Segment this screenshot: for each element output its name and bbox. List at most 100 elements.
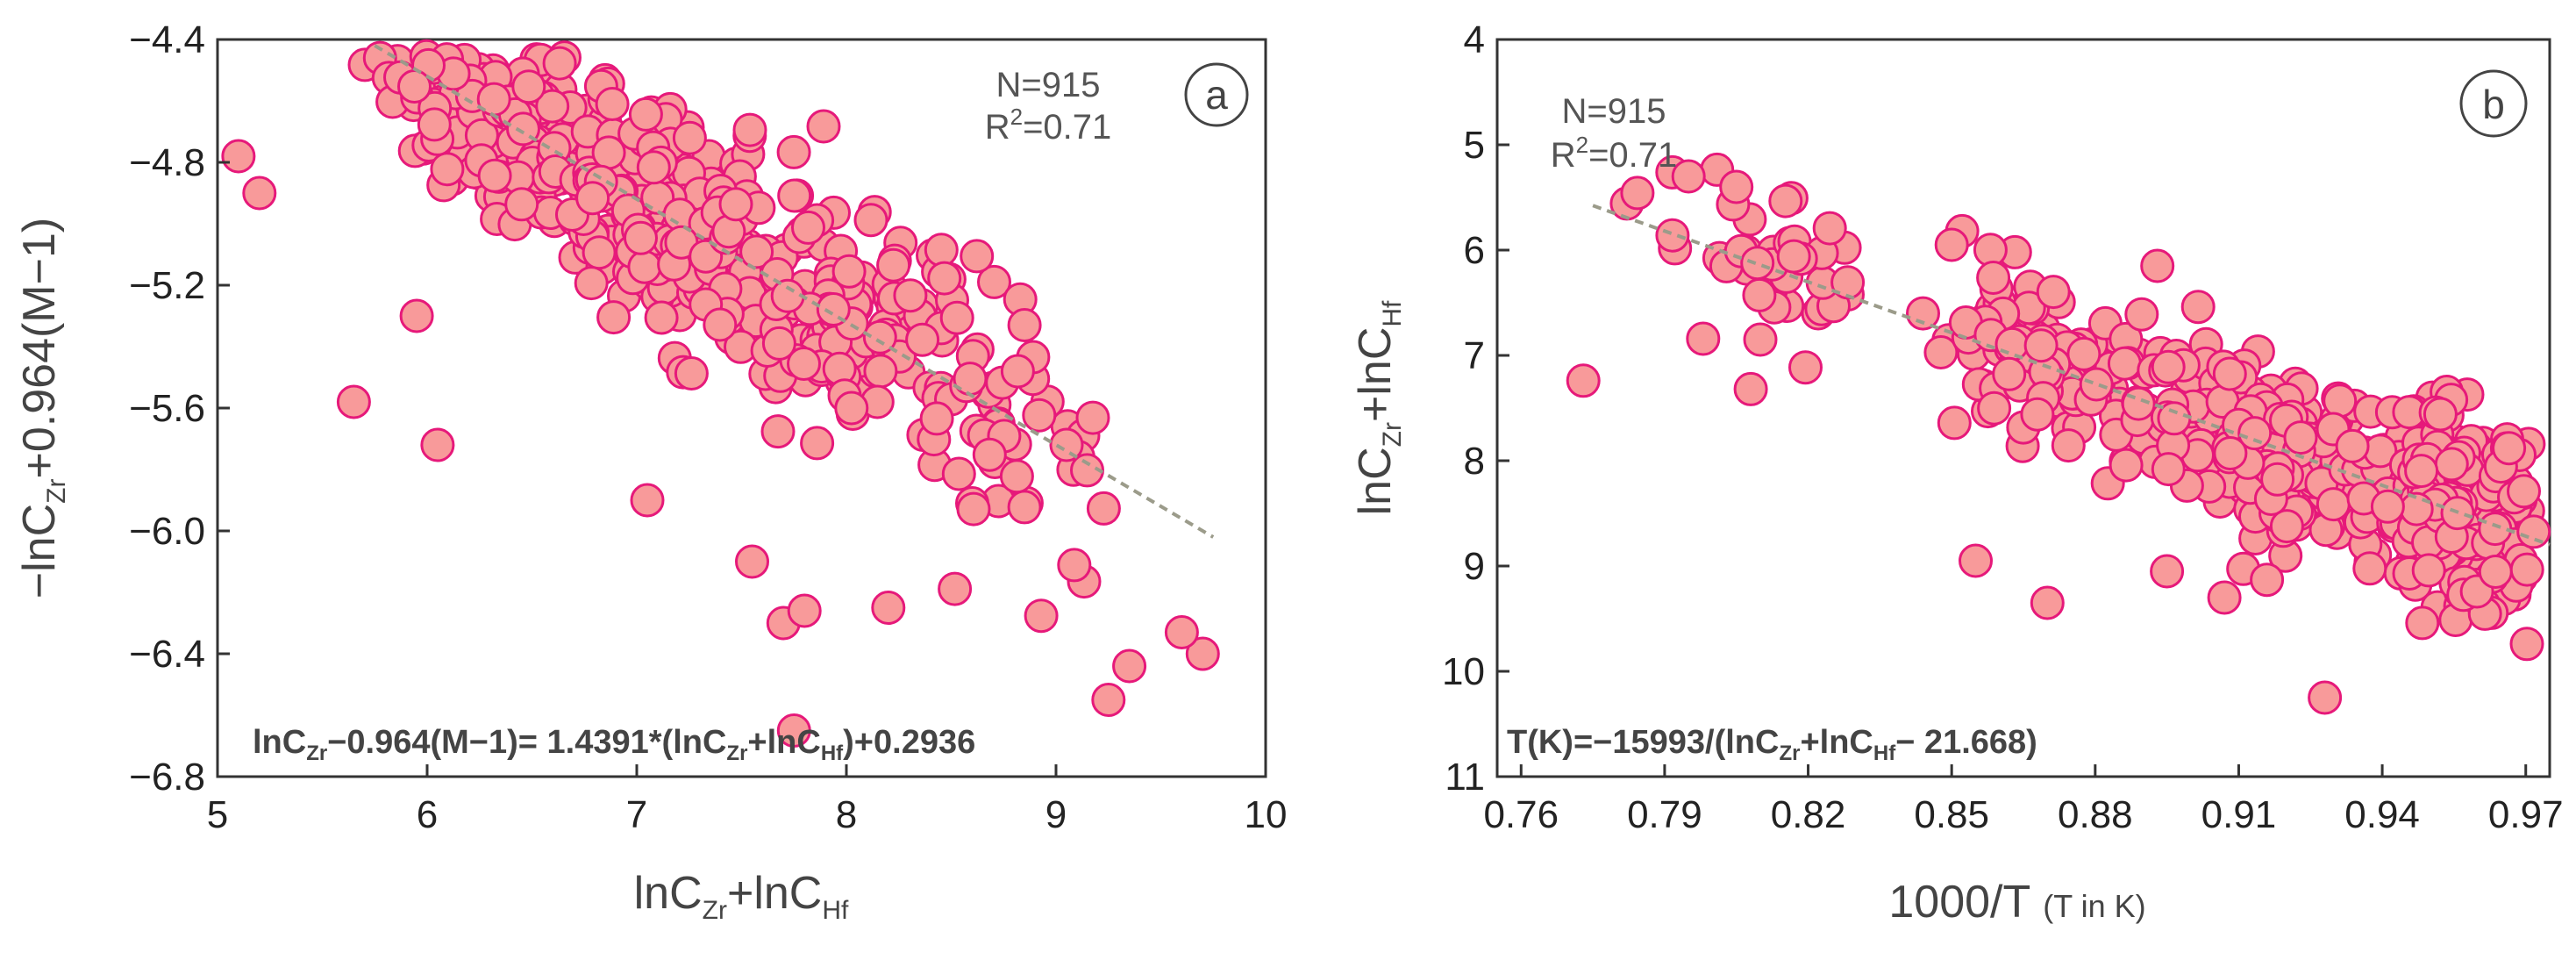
data-point	[2492, 431, 2527, 466]
y-tick-label: −4.4	[129, 18, 205, 61]
y-tick-label: 8	[1464, 440, 1485, 483]
data-point	[2323, 383, 2358, 419]
data-point	[776, 134, 811, 169]
data-point	[2213, 436, 2248, 470]
data-point	[221, 139, 256, 174]
data-point	[941, 456, 976, 491]
panel-a: 5 6 7 8 9 10 −4.4 −4.8 −5.2 −5.6 −6.0 −6.4 −6.8 N=9…	[14, 18, 1287, 925]
data-point	[1812, 211, 1847, 246]
data-point	[1977, 391, 2012, 426]
data-point	[1733, 371, 1768, 406]
data-point	[834, 391, 869, 426]
data-point	[2399, 491, 2434, 527]
data-point	[2121, 386, 2156, 421]
panel-b-fit-line	[1592, 204, 2551, 547]
data-point	[1671, 159, 1706, 194]
data-point	[800, 426, 835, 461]
y-tick-label: 10	[1442, 650, 1485, 693]
panel-b-x-axis-label: 1000/T (T in K)	[1888, 877, 2145, 928]
data-point	[399, 298, 434, 333]
panel-a-badge-label: a	[1205, 72, 1228, 118]
data-point	[776, 713, 811, 748]
x-tick-label: 9	[1045, 793, 1067, 836]
data-point	[542, 46, 577, 81]
data-point	[2036, 275, 2071, 310]
data-point	[1007, 308, 1042, 342]
data-point	[2260, 462, 2295, 497]
y-tick-label: −5.2	[129, 264, 205, 307]
data-point	[582, 235, 617, 270]
data-point	[2151, 349, 2186, 384]
panel-a-points	[221, 39, 1220, 748]
data-point	[2509, 627, 2544, 662]
data-point	[2405, 605, 2440, 641]
data-point	[2269, 509, 2304, 544]
data-point	[1740, 246, 1775, 281]
data-point	[595, 87, 630, 121]
data-point	[871, 591, 906, 625]
data-point	[2478, 512, 2513, 547]
y-tick-label: 7	[1464, 334, 1485, 377]
data-point	[511, 69, 546, 104]
data-point	[2207, 580, 2242, 615]
data-point	[2404, 454, 2439, 489]
data-point	[732, 112, 767, 147]
data-point	[939, 300, 974, 335]
data-point	[1566, 363, 1601, 398]
y-tick-label: 4	[1464, 18, 1485, 61]
data-point	[2140, 248, 2175, 283]
x-tick-label: 5	[207, 793, 228, 836]
panel-b-points	[1566, 152, 2551, 715]
y-tick-label: −6.8	[129, 756, 205, 799]
x-tick-label: 0.76	[1483, 793, 1559, 836]
x-tick-label: 0.91	[2201, 793, 2277, 836]
data-point	[1049, 427, 1084, 462]
y-tick-label: −6.4	[129, 633, 205, 676]
data-point	[674, 356, 709, 391]
data-point	[1768, 183, 1803, 219]
data-point	[2335, 428, 2370, 463]
data-point	[417, 107, 452, 142]
data-point	[628, 97, 663, 132]
data-point	[1185, 636, 1220, 671]
y-tick-label: 11	[1445, 756, 1485, 799]
data-point	[1719, 169, 1754, 204]
y-tick-label: 6	[1464, 229, 1485, 272]
data-point	[504, 187, 539, 222]
panel-a-y-axis-label: −lnCZr+0.964(M−1)	[14, 218, 71, 598]
data-point	[831, 254, 867, 289]
data-point	[2283, 420, 2318, 455]
data-point	[876, 247, 911, 283]
x-tick-label: 0.85	[1914, 793, 1989, 836]
data-point	[2434, 447, 2469, 482]
data-point	[1057, 548, 1092, 583]
data-point	[806, 109, 841, 144]
data-point	[977, 264, 1011, 299]
data-point	[999, 459, 1034, 494]
data-point	[703, 307, 738, 342]
data-point	[924, 233, 959, 268]
data-point	[718, 187, 753, 222]
data-point	[2516, 514, 2551, 549]
panel-a-x-ticks: 5 6 7 8 9 10	[207, 764, 1287, 836]
data-point	[960, 239, 995, 274]
panel-b-y-ticks: 4 5 6 7 8 9 10 11	[1442, 18, 1509, 799]
data-point	[1655, 218, 1690, 253]
panel-a-equation: lnCZr−0.964(M−1)= 1.4391*(lnCZr+lnCHf)+0…	[253, 724, 975, 765]
panel-b-x-ticks: 0.76 0.79 0.82 0.85 0.88 0.91 0.94 0.97	[1483, 764, 2564, 836]
data-point	[2308, 680, 2343, 715]
data-point	[2066, 336, 2101, 371]
data-point	[1830, 265, 1866, 300]
data-point	[2109, 448, 2144, 483]
data-point	[739, 234, 774, 269]
data-point	[420, 427, 455, 462]
panel-b-badge	[2459, 69, 2528, 138]
data-point	[2150, 554, 2185, 589]
data-point	[1742, 277, 1777, 312]
panel-a-y-ticks: −4.4 −4.8 −5.2 −5.6 −6.0 −6.4 −6.8	[129, 18, 230, 799]
data-point	[919, 401, 954, 436]
data-point	[2423, 397, 2458, 432]
data-point	[735, 544, 769, 579]
data-point	[938, 571, 973, 606]
x-tick-label: 0.97	[2488, 793, 2564, 836]
